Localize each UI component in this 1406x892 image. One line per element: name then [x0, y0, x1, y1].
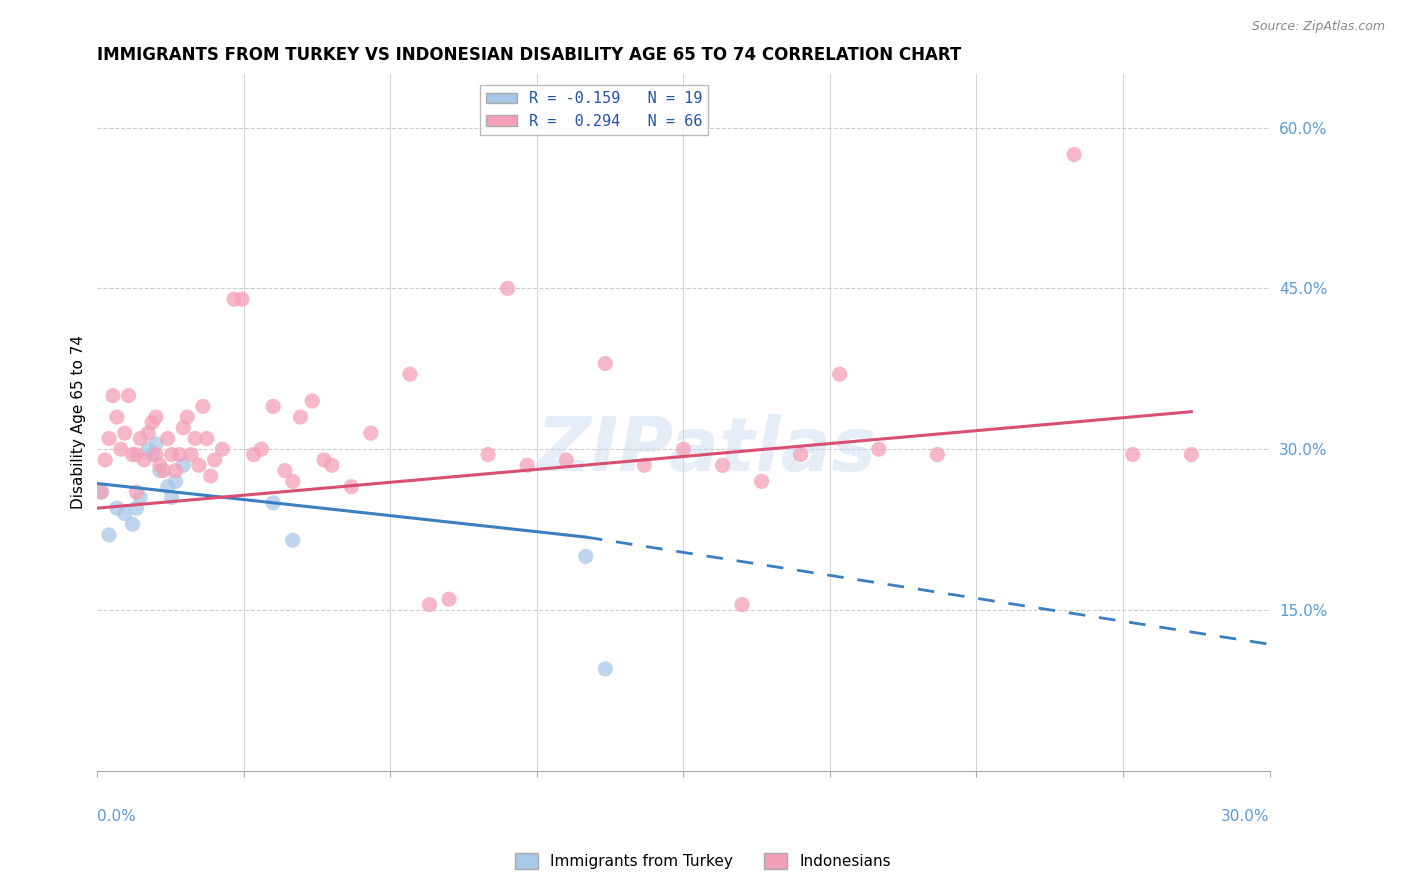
- Point: [180, 448, 202, 462]
- Point: [290, 410, 312, 425]
- Point: [789, 448, 811, 462]
- Point: [477, 448, 499, 462]
- Point: [927, 448, 949, 462]
- Point: [129, 432, 152, 446]
- Point: [110, 442, 132, 457]
- Point: [145, 448, 167, 462]
- Point: [114, 426, 136, 441]
- Point: [98, 528, 121, 542]
- Point: [555, 453, 578, 467]
- Point: [90, 485, 112, 500]
- Point: [281, 533, 304, 548]
- Point: [340, 480, 363, 494]
- Point: [224, 292, 246, 306]
- Point: [125, 485, 148, 500]
- Point: [1122, 448, 1144, 462]
- Text: Source: ZipAtlas.com: Source: ZipAtlas.com: [1251, 20, 1385, 33]
- Point: [160, 448, 183, 462]
- Point: [169, 448, 191, 462]
- Point: [134, 453, 156, 467]
- Point: [496, 281, 519, 295]
- Point: [301, 394, 323, 409]
- Point: [312, 453, 335, 467]
- Point: [437, 592, 460, 607]
- Point: [868, 442, 890, 457]
- Point: [141, 416, 163, 430]
- Point: [360, 426, 382, 441]
- Point: [90, 485, 112, 500]
- Point: [172, 458, 194, 473]
- Point: [125, 501, 148, 516]
- Point: [105, 501, 128, 516]
- Point: [160, 491, 183, 505]
- Point: [114, 507, 136, 521]
- Point: [165, 475, 187, 489]
- Point: [136, 442, 159, 457]
- Point: [633, 458, 655, 473]
- Point: [1063, 147, 1085, 161]
- Point: [231, 292, 253, 306]
- Point: [141, 448, 163, 462]
- Point: [751, 475, 773, 489]
- Point: [250, 442, 273, 457]
- Text: 0.0%: 0.0%: [97, 809, 136, 824]
- Point: [176, 410, 198, 425]
- Point: [149, 458, 172, 473]
- Point: [195, 432, 218, 446]
- Point: [149, 464, 172, 478]
- Point: [672, 442, 695, 457]
- Point: [274, 464, 297, 478]
- Point: [156, 432, 179, 446]
- Point: [595, 662, 617, 676]
- Point: [1180, 448, 1202, 462]
- Point: [262, 496, 284, 510]
- Point: [125, 448, 148, 462]
- Point: [262, 400, 284, 414]
- Point: [156, 480, 179, 494]
- Point: [516, 458, 538, 473]
- Text: 30.0%: 30.0%: [1220, 809, 1270, 824]
- Point: [731, 598, 754, 612]
- Point: [101, 389, 124, 403]
- Point: [191, 400, 214, 414]
- Point: [281, 475, 304, 489]
- Point: [98, 432, 121, 446]
- Point: [105, 410, 128, 425]
- Legend: Immigrants from Turkey, Indonesians: Immigrants from Turkey, Indonesians: [509, 847, 897, 875]
- Point: [321, 458, 343, 473]
- Point: [121, 448, 143, 462]
- Point: [187, 458, 209, 473]
- Point: [184, 432, 207, 446]
- Point: [117, 389, 139, 403]
- Point: [211, 442, 233, 457]
- Point: [828, 367, 851, 381]
- Point: [172, 421, 194, 435]
- Legend: R = -0.159   N = 19, R =  0.294   N = 66: R = -0.159 N = 19, R = 0.294 N = 66: [479, 86, 709, 135]
- Point: [145, 437, 167, 451]
- Point: [129, 491, 152, 505]
- Point: [711, 458, 734, 473]
- Point: [418, 598, 440, 612]
- Point: [200, 469, 222, 483]
- Point: [94, 453, 117, 467]
- Point: [399, 367, 422, 381]
- Text: IMMIGRANTS FROM TURKEY VS INDONESIAN DISABILITY AGE 65 TO 74 CORRELATION CHART: IMMIGRANTS FROM TURKEY VS INDONESIAN DIS…: [97, 46, 962, 64]
- Point: [145, 410, 167, 425]
- Y-axis label: Disability Age 65 to 74: Disability Age 65 to 74: [72, 335, 86, 509]
- Text: ZIPatlas: ZIPatlas: [537, 414, 877, 487]
- Point: [152, 464, 174, 478]
- Point: [204, 453, 226, 467]
- Point: [165, 464, 187, 478]
- Point: [595, 356, 617, 370]
- Point: [575, 549, 598, 564]
- Point: [136, 426, 159, 441]
- Point: [242, 448, 264, 462]
- Point: [121, 517, 143, 532]
